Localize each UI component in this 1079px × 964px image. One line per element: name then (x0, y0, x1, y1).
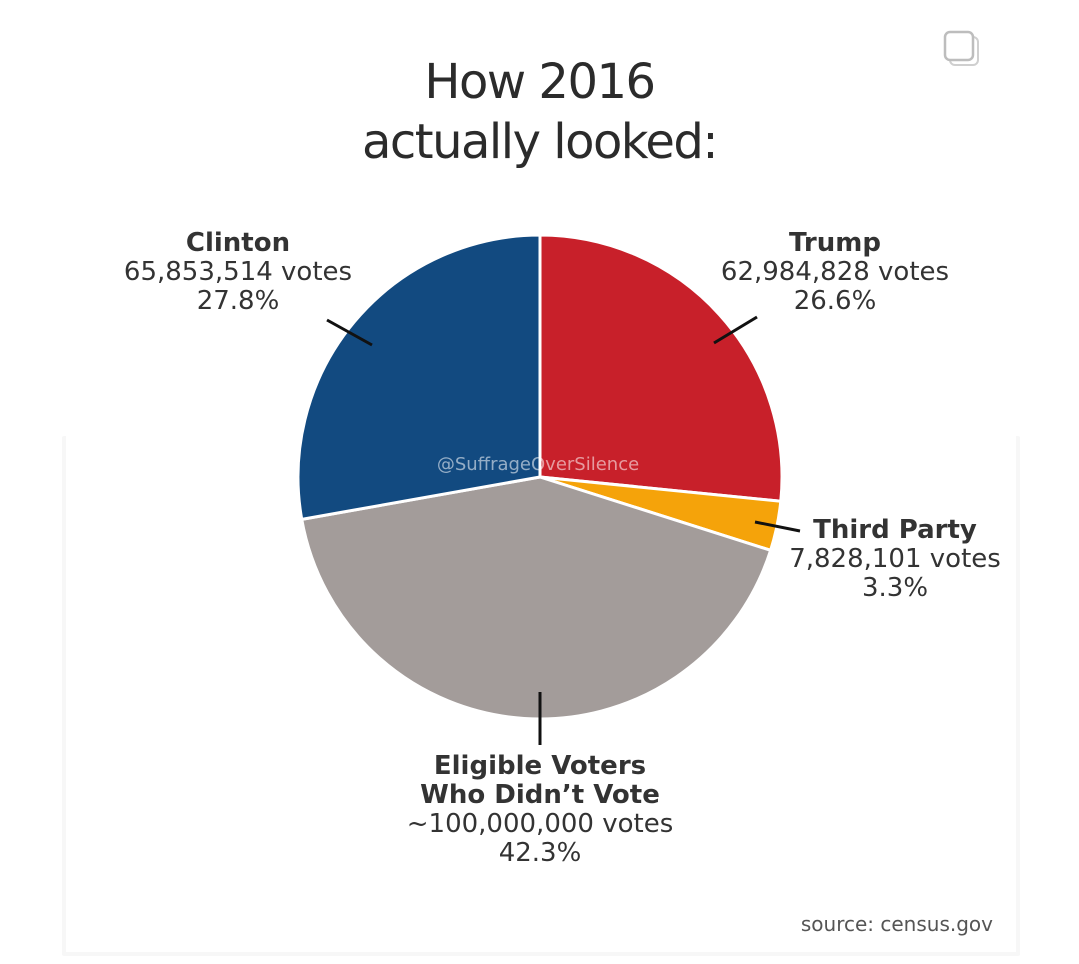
chart-title: How 2016 actually looked: (0, 52, 1079, 172)
pie-slice-clinton (296, 233, 542, 521)
slice-label-non-voters-name-1: Eligible Voters (433, 751, 647, 781)
slice-label-clinton-name: Clinton (185, 228, 291, 258)
slice-label-trump-pct: 26.6% (793, 286, 877, 316)
slice-label-clinton-pct: 27.8% (196, 286, 280, 316)
chart-title-line-2: actually looked: (361, 114, 719, 170)
slice-label-third-party: Third Party 7,828,101 votes 3.3% (775, 516, 1015, 603)
chart-title-line-1: How 2016 (424, 54, 656, 110)
leader-line-third-party (754, 520, 801, 533)
pie-slice-trump (538, 233, 784, 503)
slice-label-non-voters: Eligible Voters Who Didn’t Vote ~100,000… (380, 752, 700, 868)
source-note: source: census.gov (800, 912, 993, 936)
slice-label-trump-votes: 62,984,828 votes (720, 257, 950, 287)
leader-line-trump (713, 315, 758, 345)
slice-label-third-party-pct: 3.3% (861, 573, 929, 603)
pie-slices (296, 233, 784, 721)
slice-label-non-voters-name-2: Who Didn’t Vote (420, 780, 660, 810)
slice-label-third-party-name: Third Party (813, 515, 977, 545)
slice-label-trump: Trump 62,984,828 votes 26.6% (705, 229, 965, 316)
watermark-text: @SuffrageOverSilence (437, 454, 639, 475)
slice-label-non-voters-votes: ~100,000,000 votes (406, 809, 674, 839)
slice-label-trump-name: Trump (789, 228, 881, 258)
slice-label-clinton: Clinton 65,853,514 votes 27.8% (108, 229, 368, 316)
slice-label-non-voters-pct: 42.3% (498, 838, 582, 868)
multiple-images-icon[interactable] (943, 30, 981, 68)
leader-line-clinton (326, 318, 373, 347)
pie-slice-non-voters (300, 475, 773, 721)
slice-label-third-party-votes: 7,828,101 votes (789, 544, 1001, 574)
leader-lines (326, 315, 801, 745)
slice-label-clinton-votes: 65,853,514 votes (123, 257, 353, 287)
